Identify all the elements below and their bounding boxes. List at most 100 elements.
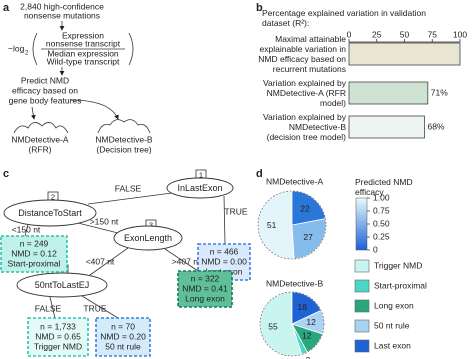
x-tick-label: 0 <box>347 29 352 39</box>
slice-label: 51 <box>267 220 277 230</box>
panel-label: b <box>256 2 263 14</box>
chart-title: Percentage explained variation in valida… <box>262 8 426 28</box>
node-label: ExonLength <box>124 233 172 243</box>
slice-label: 3 <box>306 355 311 359</box>
tree-edge <box>24 223 29 237</box>
leaf-text: n = 466 <box>210 246 239 256</box>
leaf-box <box>95 317 151 357</box>
panel-label: d <box>256 168 263 180</box>
pie-outline <box>259 291 325 357</box>
slice-label: 18 <box>298 302 308 312</box>
legend-swatch <box>354 319 370 333</box>
leaf-box <box>177 270 233 308</box>
colorbar-tick-label: 1.00 <box>373 192 390 202</box>
leaf-text: 50 nt rule <box>105 341 141 351</box>
leaf-text: Long exon <box>185 293 225 303</box>
forest-icon <box>13 122 69 134</box>
edge-label: FALSE <box>115 183 142 193</box>
legend-label: Trigger NMD <box>374 260 422 270</box>
slice-label: 22 <box>300 204 310 214</box>
category-label: Maximal attainable explainable variation… <box>258 36 346 72</box>
slice-label: 27 <box>303 232 313 242</box>
step-text: gene body features <box>9 95 82 105</box>
category-label: Variation explained by NMDetective-A (RF… <box>262 78 346 108</box>
legend-label: Start-proximal <box>374 280 427 290</box>
leaf-text: NMD = 0.20 <box>100 331 146 341</box>
edge-label: >150 nt <box>90 216 119 226</box>
colorbar <box>355 197 368 251</box>
node-label: 50ntToLastEJ <box>35 280 90 290</box>
x-tick-label: 75 <box>428 29 438 39</box>
x-tick-label: 25 <box>372 29 382 39</box>
leaf-text: n = 322 <box>191 273 220 283</box>
formula-text: Median expression <box>47 48 119 58</box>
arrow <box>30 106 36 120</box>
node-number: 3 <box>149 220 153 229</box>
leaf-text: NMD = 0.00 <box>201 256 247 266</box>
tree-edge <box>77 222 119 234</box>
x-tick-label: 50 <box>400 29 410 39</box>
category-label: Variation explained by NMDetective-B (de… <box>262 112 346 142</box>
tree-edge <box>223 195 226 245</box>
leaf-text: NMD = 0.65 <box>35 331 81 341</box>
pie-title: NMDetective-A <box>266 176 323 186</box>
colorbar-title: Predicted NMD efficacy <box>355 177 413 197</box>
pie-outline <box>257 190 327 260</box>
node-label: DistanceToStart <box>18 208 82 218</box>
leaf-text: n = 70 <box>111 321 135 331</box>
panel-label: c <box>3 168 9 180</box>
tree-edge <box>49 296 56 319</box>
arrow <box>69 99 119 120</box>
formula-subscript: 2 <box>25 51 29 57</box>
tree-edge <box>164 248 199 272</box>
category-label-box: Maximal attainable explainable variation… <box>258 36 346 72</box>
edge-label: TRUE <box>83 303 106 313</box>
model-name: NMDetective-A <box>11 134 68 144</box>
paren <box>128 32 134 66</box>
category-label-box: Variation explained by NMDetective-B (de… <box>262 112 346 142</box>
edge-label: FALSE <box>35 303 62 313</box>
tree-icon <box>97 119 151 134</box>
chart-title-box: Percentage explained variation in valida… <box>262 8 426 28</box>
category-label-box: Variation explained by NMDetective-A (RF… <box>262 78 346 108</box>
leaf-text: NMD = 0.41 <box>182 283 228 293</box>
formula-text: nonsense transcript <box>46 38 121 48</box>
formula-prefix: −log <box>8 43 25 53</box>
formula-text: Wild-type transcript <box>47 56 120 66</box>
leaf-text: NMD = 0.12 <box>11 248 57 258</box>
colorbar-tick-label: 0.50 <box>373 218 390 228</box>
leaf-text: n = 1,733 <box>40 321 76 331</box>
bar <box>348 42 461 66</box>
tree-node <box>113 225 183 251</box>
legend-swatch <box>354 259 370 273</box>
leaf-text: Trigger NMD <box>34 341 82 351</box>
legend-label: Last exon <box>374 340 411 350</box>
node-label: InLastExon <box>177 183 222 193</box>
tree-edge <box>81 295 119 319</box>
source-text: nonsense mutations <box>24 10 100 20</box>
model-method: (RFR) <box>28 144 51 154</box>
node-number: 1 <box>199 170 203 179</box>
edge-label: >407 nt <box>172 256 201 266</box>
slice-label: 55 <box>268 321 278 331</box>
model-name: NMDetective-B <box>95 134 152 144</box>
paren <box>32 32 38 66</box>
leaf-text: n = 249 <box>20 238 49 248</box>
tree-node <box>3 199 97 227</box>
legend-swatch <box>354 279 370 293</box>
bar <box>348 115 425 139</box>
leaf-box <box>27 317 89 357</box>
colorbar-tick-label: 0.25 <box>373 231 390 241</box>
source-text: 2,840 high-confidence <box>20 1 104 11</box>
tree-node <box>166 177 234 199</box>
tree-edge <box>87 192 173 205</box>
x-tick-label: 100 <box>453 29 467 39</box>
pie-title: NMDetective-B <box>266 278 323 288</box>
edge-label: <407 nt <box>86 256 115 266</box>
model-method: (Decision tree) <box>96 144 151 154</box>
step-text: Predict NMD <box>21 75 69 85</box>
legend-swatch <box>354 299 370 313</box>
leaf-text: Start-proximal <box>8 258 61 268</box>
legend-label: 50 nt rule <box>374 320 410 330</box>
